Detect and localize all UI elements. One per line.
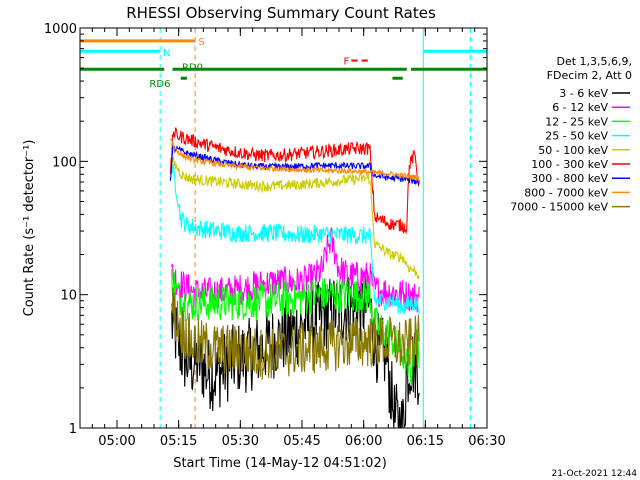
series-line-50-100keV (171, 155, 420, 280)
state-bar-label-f: F (344, 57, 350, 68)
legend-entry-label: 3 - 6 keV (559, 87, 608, 100)
state-bar-label-rd6: RD6 (149, 79, 170, 90)
y-axis: 1 10 100 1000 (44, 22, 487, 437)
plot-frame (79, 27, 488, 429)
x-axis-label: Start Time (14-May-12 04:51:02) (173, 456, 387, 471)
legend-header-line: FDecim 2, Att 0 (547, 69, 632, 82)
legend-entry-label: 6 - 12 keV (552, 101, 608, 114)
x-tick-label: 05:15 (160, 434, 197, 449)
y-tick-label: 1 (69, 422, 77, 437)
y-tick-label: 1000 (44, 22, 77, 37)
x-tick-label: 05:00 (98, 434, 135, 449)
series-line-300-800keV (169, 144, 420, 186)
legend-entry-label: 50 - 100 keV (538, 144, 608, 157)
footer-timestamp: 21-Oct-2021 12:44 (552, 469, 638, 479)
state-bar-label-n: N (163, 48, 170, 59)
legend-entry-label: 800 - 7000 keV (524, 186, 608, 199)
x-tick-label: 06:30 (468, 434, 505, 449)
series-line-25-50keV (171, 163, 420, 316)
series-line-3-6keV (171, 269, 420, 429)
y-axis-label: Count Rate (s⁻¹ detector⁻¹) (22, 140, 37, 317)
legend: Det 1,3,5,6,9,FDecim 2, Att 0 3 - 6 keV6 … (510, 55, 632, 214)
y-tick-label: 100 (52, 155, 77, 170)
x-axis: 05:00 05:15 05:30 05:45 06:00 06:15 06:30 (79, 28, 506, 449)
legend-entry-label: 25 - 50 keV (545, 130, 608, 143)
y-tick-label: 10 (60, 289, 77, 304)
x-tick-label: 06:15 (407, 434, 444, 449)
legend-entry-label: 12 - 25 keV (545, 115, 608, 128)
series-line-7000-15000keV (171, 287, 420, 380)
legend-header-line: Det 1,3,5,6,9, (556, 55, 632, 68)
chart-title: RHESSI Observing Summary Count Rates (126, 4, 436, 22)
legend-entry-label: 7000 - 15000 keV (510, 201, 608, 214)
plot-area: S N F RD0 RD6 (79, 28, 487, 429)
legend-entry-label: 100 - 300 keV (531, 158, 608, 171)
x-tick-label: 05:30 (222, 434, 259, 449)
state-bar-label-rd0: RD0 (182, 62, 203, 73)
state-bar-label-s: S (198, 37, 204, 48)
series-line-100-300keV (169, 127, 420, 235)
x-tick-label: 05:45 (283, 434, 320, 449)
x-tick-label: 06:00 (345, 434, 382, 449)
series-line-12-25keV (171, 268, 420, 387)
series-line-800-7000keV (169, 138, 420, 182)
legend-entry-label: 300 - 800 keV (531, 172, 608, 185)
